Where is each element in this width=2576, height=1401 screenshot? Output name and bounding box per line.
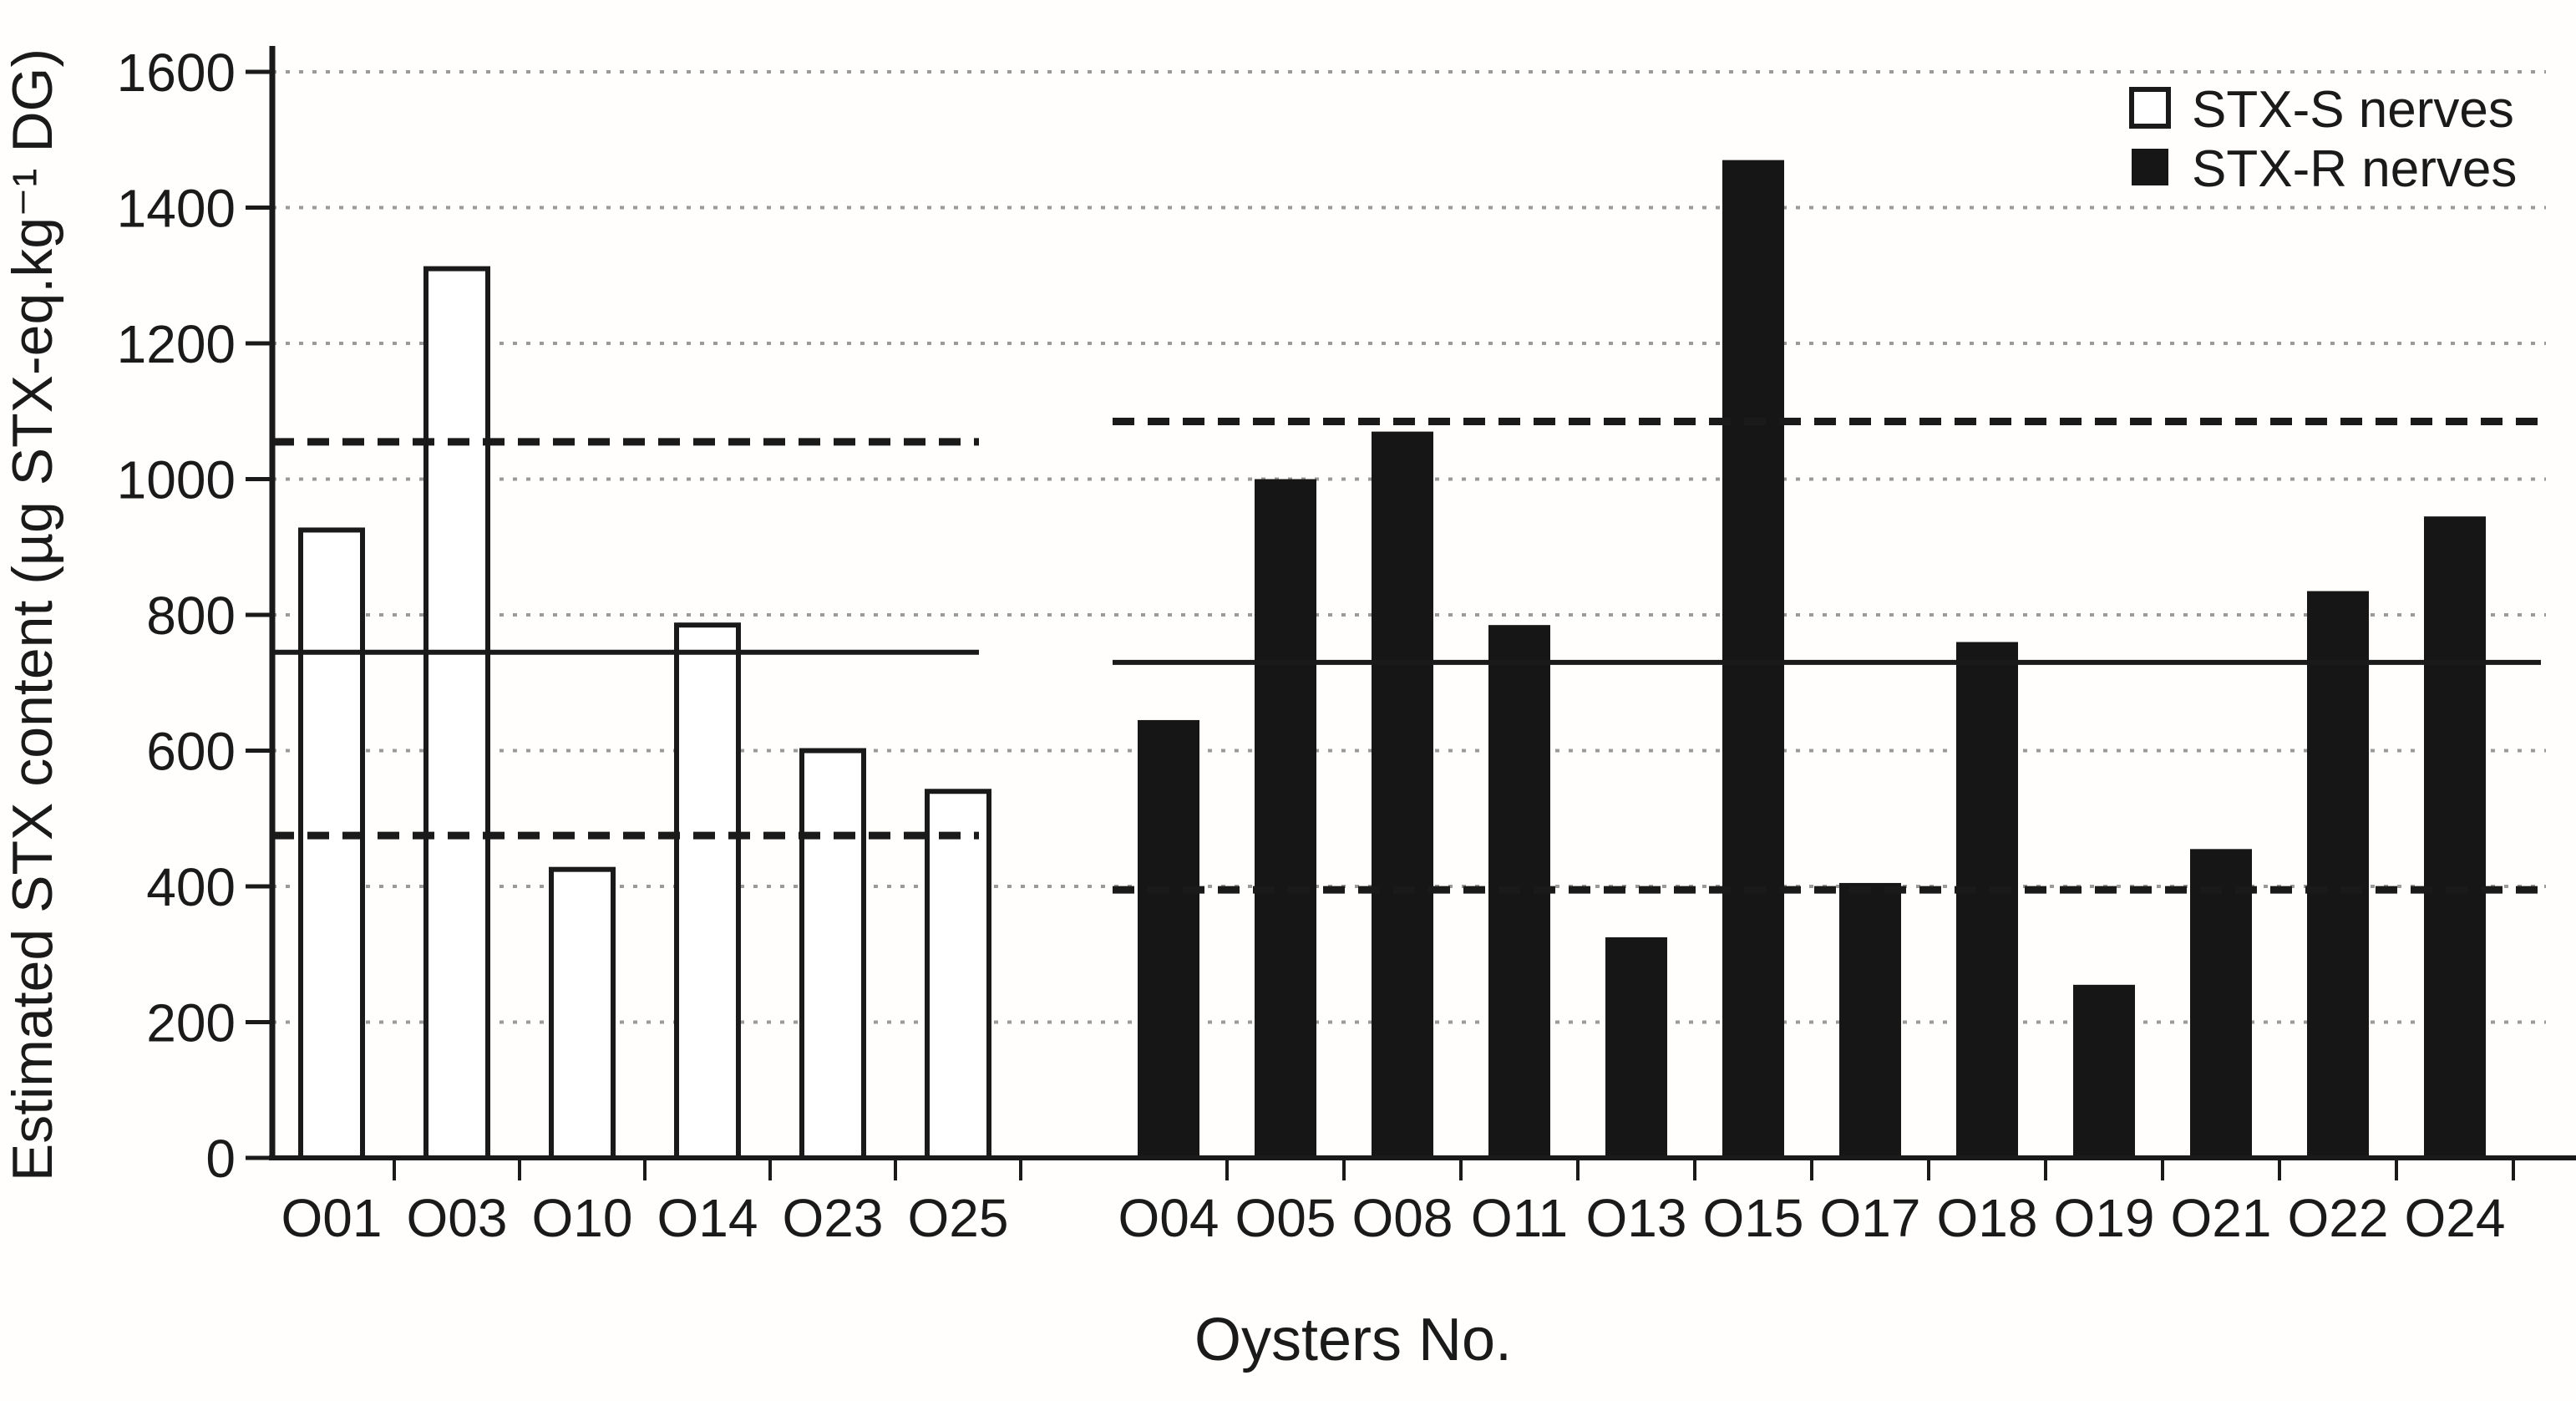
x-category-label-O15: O15 [1703, 1188, 1804, 1248]
x-category-label-O18: O18 [1937, 1188, 2038, 1248]
bar-O08 [1372, 431, 1433, 1158]
y-tick-label-600: 600 [146, 722, 236, 782]
tick-labels-layer: 0 200 400 600 800 1000 1200 1400 1600 O01 O03 O10 O1… [117, 43, 2506, 1248]
x-category-label-O10: O10 [532, 1188, 633, 1248]
x-category-label-O04: O04 [1118, 1188, 1220, 1248]
bar-O24 [2424, 516, 2486, 1158]
legend-label-stx-s: STX-S nerves [2192, 81, 2514, 139]
bar-O15 [1722, 160, 1784, 1158]
x-category-label-O23: O23 [783, 1188, 884, 1248]
legend-filled-square-icon [2132, 149, 2168, 185]
legend-open-square-icon [2129, 87, 2171, 129]
bar-O19 [2073, 984, 2135, 1158]
bar-O05 [1255, 479, 1316, 1158]
x-category-label-O17: O17 [1820, 1188, 1921, 1248]
y-tick-label-800: 800 [146, 586, 236, 646]
x-category-label-O14: O14 [657, 1188, 758, 1248]
x-axis-title: Oysters No. [1194, 1307, 1512, 1373]
y-tick-label-0: 0 [205, 1129, 236, 1189]
x-category-label-O05: O05 [1235, 1188, 1336, 1248]
axes-layer [246, 46, 2576, 1180]
bar-O14 [674, 622, 741, 1160]
x-category-label-O21: O21 [2171, 1188, 2272, 1248]
x-category-label-O11: O11 [1471, 1188, 1568, 1248]
bars-layer [298, 160, 2486, 1160]
group-stat-lines-layer [272, 417, 2541, 894]
x-category-label-O24: O24 [2405, 1188, 2506, 1248]
bar-O10 [549, 866, 616, 1160]
x-category-label-O22: O22 [2288, 1188, 2389, 1248]
bar-O01 [298, 527, 365, 1160]
x-category-label-O01: O01 [281, 1188, 383, 1248]
y-tick-label-200: 200 [146, 993, 236, 1053]
y-tick-label-1400: 1400 [117, 179, 236, 239]
y-axis-title: Estimated STX content (µg STX-eq.kg⁻¹ DG… [1, 48, 64, 1181]
bar-O21 [2190, 849, 2252, 1158]
bar-O18 [1956, 642, 2018, 1158]
x-category-label-O03: O03 [407, 1188, 508, 1248]
bar-O13 [1605, 937, 1667, 1158]
legend: STX-S nerves STX-R nerves [2129, 81, 2517, 198]
bar-O17 [1839, 882, 1901, 1158]
y-tick-label-400: 400 [146, 857, 236, 917]
bar-O04 [1138, 719, 1199, 1158]
x-category-label-O19: O19 [2054, 1188, 2155, 1248]
bar-O22 [2307, 591, 2369, 1158]
bar-O23 [799, 748, 866, 1160]
y-tick-label-1200: 1200 [117, 314, 236, 374]
legend-label-stx-r: STX-R nerves [2192, 140, 2517, 198]
x-category-label-O13: O13 [1586, 1188, 1687, 1248]
bar-O25 [925, 789, 991, 1160]
x-category-label-O25: O25 [908, 1188, 1009, 1248]
y-tick-label-1600: 1600 [117, 43, 236, 103]
x-category-label-O08: O08 [1352, 1188, 1453, 1248]
bar-O03 [423, 266, 490, 1160]
y-tick-label-1000: 1000 [117, 450, 236, 510]
